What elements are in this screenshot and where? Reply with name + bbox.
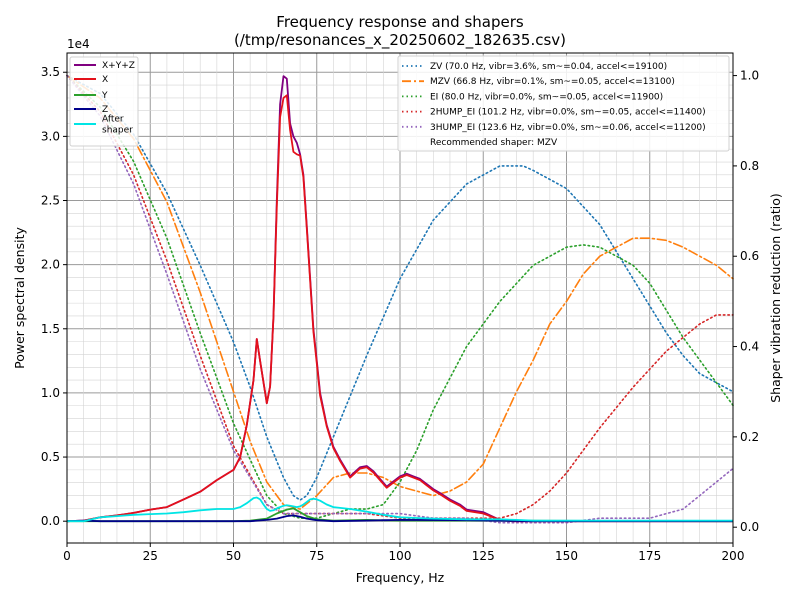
legend-right-label: ZV (70.0 Hz, vibr=3.6%, sm~=0.04, accel<… — [430, 62, 667, 72]
x-tick-label: 175 — [638, 549, 661, 563]
x-tick-label: 150 — [555, 549, 578, 563]
x-tick-label: 75 — [309, 549, 324, 563]
legend-right-label: Recommended shaper: MZV — [430, 138, 558, 148]
x-tick-label: 0 — [63, 549, 71, 563]
legend-left-label: Z — [102, 105, 108, 115]
y-tick-label: 0.0 — [41, 514, 60, 528]
y-tick-label: 3.5 — [41, 65, 60, 79]
y-tick-label: 0.5 — [41, 450, 60, 464]
legend-right-label: 3HUMP_EI (123.6 Hz, vibr=0.0%, sm~=0.06,… — [430, 123, 706, 133]
legend-left-label: X+Y+Z — [102, 61, 135, 71]
y-right-tick-label: 1.0 — [740, 69, 759, 83]
legend-right-label: MZV (66.8 Hz, vibr=0.1%, sm~=0.05, accel… — [430, 77, 675, 87]
x-tick-label: 125 — [472, 549, 495, 563]
y-right-tick-label: 0.0 — [740, 520, 759, 534]
y-tick-label: 2.0 — [41, 258, 60, 272]
legend-left-label: Y — [101, 91, 108, 101]
y-tick-label: 2.5 — [41, 194, 60, 208]
y-multiplier: 1e4 — [67, 37, 90, 51]
x-tick-label: 100 — [389, 549, 412, 563]
legend-right-label: 2HUMP_EI (101.2 Hz, vibr=0.0%, sm~=0.05,… — [430, 108, 706, 118]
y-tick-label: 1.5 — [41, 322, 60, 336]
y-right-tick-label: 0.2 — [740, 430, 759, 444]
y-right-tick-label: 0.4 — [740, 340, 759, 354]
y-tick-label: 3.0 — [41, 129, 60, 143]
legend-right-label: EI (80.0 Hz, vibr=0.0%, sm~=0.05, accel<… — [430, 92, 663, 102]
legend-right: ZV (70.0 Hz, vibr=3.6%, sm~=0.04, accel<… — [398, 56, 729, 151]
legend-left-label: X — [102, 75, 108, 85]
chart-subtitle: (/tmp/resonances_x_20250602_182635.csv) — [234, 31, 566, 50]
y-right-axis-label: Shaper vibration reduction (ratio) — [768, 193, 783, 403]
x-tick-label: 25 — [143, 549, 158, 563]
chart-title: Frequency response and shapers — [276, 13, 524, 31]
y-right-tick-label: 0.6 — [740, 249, 759, 263]
y-right-tick-label: 0.8 — [740, 159, 759, 173]
y-axis-label: Power spectral density — [12, 227, 27, 369]
x-tick-label: 50 — [226, 549, 241, 563]
chart-svg: Frequency response and shapers (/tmp/res… — [0, 0, 800, 600]
x-tick-label: 200 — [722, 549, 745, 563]
x-axis-label: Frequency, Hz — [356, 570, 445, 585]
y-tick-label: 1.0 — [41, 386, 60, 400]
